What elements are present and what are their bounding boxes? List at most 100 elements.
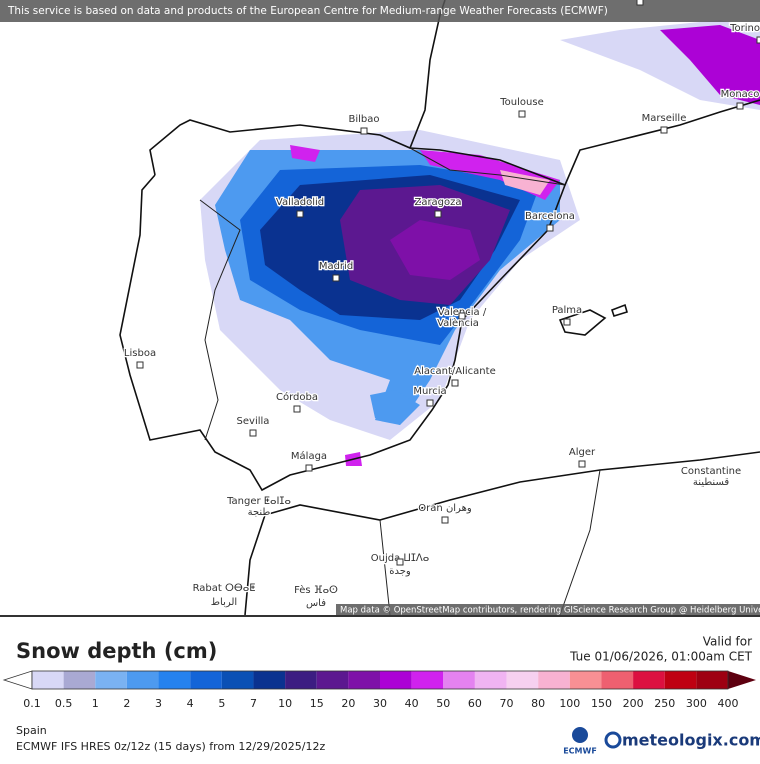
city-label: Fès ⴼⴰⵙ xyxy=(294,584,338,596)
city-label: Rabat ⵔⴱⴰⵟ xyxy=(193,583,256,594)
city-marker xyxy=(736,102,744,110)
ecmwf-text: ECMWF xyxy=(563,747,597,756)
colorbar-box xyxy=(221,671,254,689)
colorbar-box xyxy=(569,671,602,689)
city-marker xyxy=(451,379,459,387)
city-label: Torino xyxy=(729,23,760,34)
city-marker xyxy=(518,110,526,118)
city-marker xyxy=(332,274,340,282)
colorbar-box xyxy=(506,671,539,689)
colorbar-frame xyxy=(31,670,729,690)
colorbar-box xyxy=(158,671,191,689)
city-label: Monaco xyxy=(721,89,760,100)
city-label: Alger xyxy=(569,447,596,458)
colorbar-label: 2 xyxy=(123,697,130,710)
city-label: Toulouse xyxy=(499,97,543,108)
city-label: Madrid xyxy=(319,261,353,272)
city-marker xyxy=(563,318,571,326)
cities: LyonTorinoMonacoToulouseMarseilleBilbaoV… xyxy=(123,0,760,610)
snow-shading xyxy=(200,20,760,466)
colorbar-box xyxy=(190,671,222,689)
colorbar-label: 40 xyxy=(405,697,419,710)
city-label: Murcia xyxy=(413,386,446,397)
colorbar-box xyxy=(601,671,634,689)
region: Spain xyxy=(16,724,47,737)
city-marker xyxy=(756,36,760,44)
colorbar-box xyxy=(443,671,475,689)
colorbar-label: 150 xyxy=(591,697,612,710)
valid-time: Tue 01/06/2026, 01:00am CET xyxy=(569,650,753,664)
city-label: Palma xyxy=(552,305,582,316)
city-marker xyxy=(434,210,442,218)
valid-label: Valid for xyxy=(703,635,752,649)
colorbar-box xyxy=(32,671,64,689)
city-label: València xyxy=(437,317,479,329)
borders xyxy=(199,147,601,616)
city-marker xyxy=(305,464,313,472)
colorbar-label: 50 xyxy=(436,697,450,710)
city-label: فاس xyxy=(306,598,326,609)
city-marker xyxy=(293,405,301,413)
colorbar-under xyxy=(2,670,33,690)
colorbar-box xyxy=(664,671,697,689)
colorbar-box xyxy=(63,671,96,689)
colorbar-box xyxy=(253,671,286,689)
city-label: Barcelona xyxy=(525,211,575,222)
city-marker xyxy=(360,127,368,135)
ecmwf-logo xyxy=(572,727,588,743)
brand-logo xyxy=(604,731,622,749)
city-label: Córdoba xyxy=(276,391,318,403)
brand: meteologix.com xyxy=(622,731,760,750)
city-label: Tanger ⵟⴰⵏⵊⴰ xyxy=(226,496,291,507)
city-marker xyxy=(578,460,586,468)
banner-bg xyxy=(0,0,760,22)
city-marker xyxy=(249,429,257,437)
city-label: Valladolid xyxy=(276,197,324,208)
city-marker xyxy=(441,516,449,524)
colorbar-label: 30 xyxy=(373,697,387,710)
city-label: Oran وهران xyxy=(418,503,472,514)
colorbar-label: 3 xyxy=(155,697,162,710)
colorbar-box xyxy=(474,671,507,689)
city-marker xyxy=(546,224,554,232)
colorbar-box xyxy=(538,671,570,689)
banner: This service is based on data and produc… xyxy=(7,5,608,17)
city-label: Zaragoza xyxy=(414,197,461,208)
colorbar-box xyxy=(285,671,317,689)
colorbar-label: 15 xyxy=(310,697,324,710)
legend-title: Snow depth (cm) xyxy=(16,639,217,663)
city-label: الرباط xyxy=(211,597,237,608)
city-marker xyxy=(296,210,304,218)
colorbar-label: 200 xyxy=(623,697,644,710)
attribution: Map data © OpenStreetMap contributors, r… xyxy=(340,606,760,616)
city-label: Sevilla xyxy=(237,416,270,427)
city-marker xyxy=(426,399,434,407)
colorbar-label: 1 xyxy=(92,697,99,710)
colorbar-over xyxy=(728,671,756,689)
colorbar-box xyxy=(633,671,665,689)
city-label: Málaga xyxy=(291,450,327,462)
colorbar-label: 100 xyxy=(559,697,580,710)
colorbar: 0.1 0.5 1 2 3 4 5 7 10 15 20 30 40 50 60 70 80 100 150 200 2… xyxy=(2,670,756,710)
colorbar-label: 0.1 xyxy=(23,697,41,710)
city-label: Marseille xyxy=(642,113,687,124)
colorbar-label: 7 xyxy=(250,697,257,710)
colorbar-label: 4 xyxy=(187,697,194,710)
city-label: وجدة xyxy=(389,566,411,577)
colorbar-box xyxy=(380,671,412,689)
city-marker xyxy=(660,126,668,134)
colorbar-box xyxy=(348,671,380,689)
colorbar-label: 400 xyxy=(718,697,739,710)
colorbar-label: 60 xyxy=(468,697,482,710)
city-marker xyxy=(396,558,404,566)
colorbar-box xyxy=(316,671,349,689)
city-label: Bilbao xyxy=(348,114,379,125)
colorbar-label: 70 xyxy=(500,697,514,710)
colorbar-label: 300 xyxy=(686,697,707,710)
attribution-bg xyxy=(336,604,760,616)
colorbar-box xyxy=(411,671,444,689)
city-marker xyxy=(136,361,144,369)
model-info: ECMWF IFS HRES 0z/12z (15 days) from 12/… xyxy=(16,740,326,753)
colorbar-box xyxy=(126,671,159,689)
